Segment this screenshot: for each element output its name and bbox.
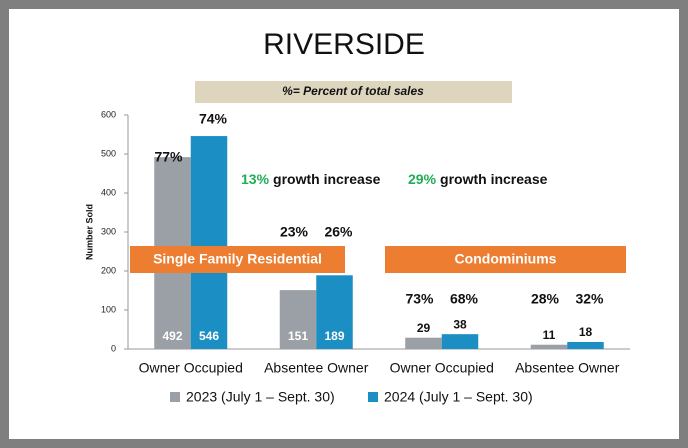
annotation-text: growth increase [440, 171, 548, 187]
subtitle-box [195, 81, 512, 103]
annotation-highlight: 13% [241, 171, 270, 187]
value-label: 151 [288, 329, 308, 343]
value-label: 29 [417, 321, 431, 335]
banner-label: Condominiums [455, 251, 557, 267]
y-tick-label: 300 [101, 226, 116, 236]
value-label: 546 [199, 329, 219, 343]
value-label: 18 [579, 325, 593, 339]
banner-label: Single Family Residential [153, 251, 322, 267]
background [9, 9, 679, 439]
bar [567, 341, 604, 349]
y-tick-label: 500 [101, 148, 116, 158]
value-label: 492 [162, 329, 182, 343]
chart-title: RIVERSIDE [263, 28, 425, 61]
value-label: 11 [543, 328, 556, 342]
bar [316, 275, 353, 349]
y-tick-label: 100 [101, 304, 116, 314]
bar [441, 334, 479, 349]
legend-swatch [368, 392, 378, 402]
bar [530, 344, 568, 349]
x-tick-label: Owner Occupied [390, 360, 494, 376]
legend-swatch [170, 392, 180, 402]
percent-label: 28% [531, 291, 560, 307]
banner [385, 246, 626, 273]
y-tick-label: 600 [101, 109, 116, 119]
y-tick-label: 200 [101, 265, 116, 275]
x-tick-label: Absentee Owner [515, 360, 620, 376]
percent-label: 26% [324, 224, 353, 240]
x-tick-label: Owner Occupied [139, 360, 243, 376]
y-axis-label: Number Sold [84, 204, 94, 260]
annotation: 13% growth increase [241, 171, 381, 187]
percent-label: 73% [405, 291, 434, 307]
subtitle: %= Percent of total sales [282, 84, 424, 98]
bar [405, 337, 442, 349]
percent-label: 77% [154, 149, 183, 165]
percent-label: 23% [280, 224, 309, 240]
annotation-highlight: 29% [408, 171, 437, 187]
legend-label: 2024 (July 1 – Sept. 30) [384, 389, 533, 405]
bar [190, 136, 228, 349]
x-tick-label: Absentee Owner [264, 360, 369, 376]
y-tick-label: 400 [101, 187, 116, 197]
percent-label: 32% [575, 291, 604, 307]
y-tick-label: 0 [111, 343, 116, 353]
value-label: 38 [453, 317, 467, 331]
percent-label: 68% [450, 291, 479, 307]
banner [130, 246, 345, 273]
value-label: 189 [324, 329, 344, 343]
percent-label: 74% [199, 111, 228, 127]
legend-label: 2023 (July 1 – Sept. 30) [186, 389, 335, 405]
bar [279, 290, 317, 349]
annotation-text: growth increase [273, 171, 381, 187]
annotation: 29% growth increase [408, 171, 548, 187]
